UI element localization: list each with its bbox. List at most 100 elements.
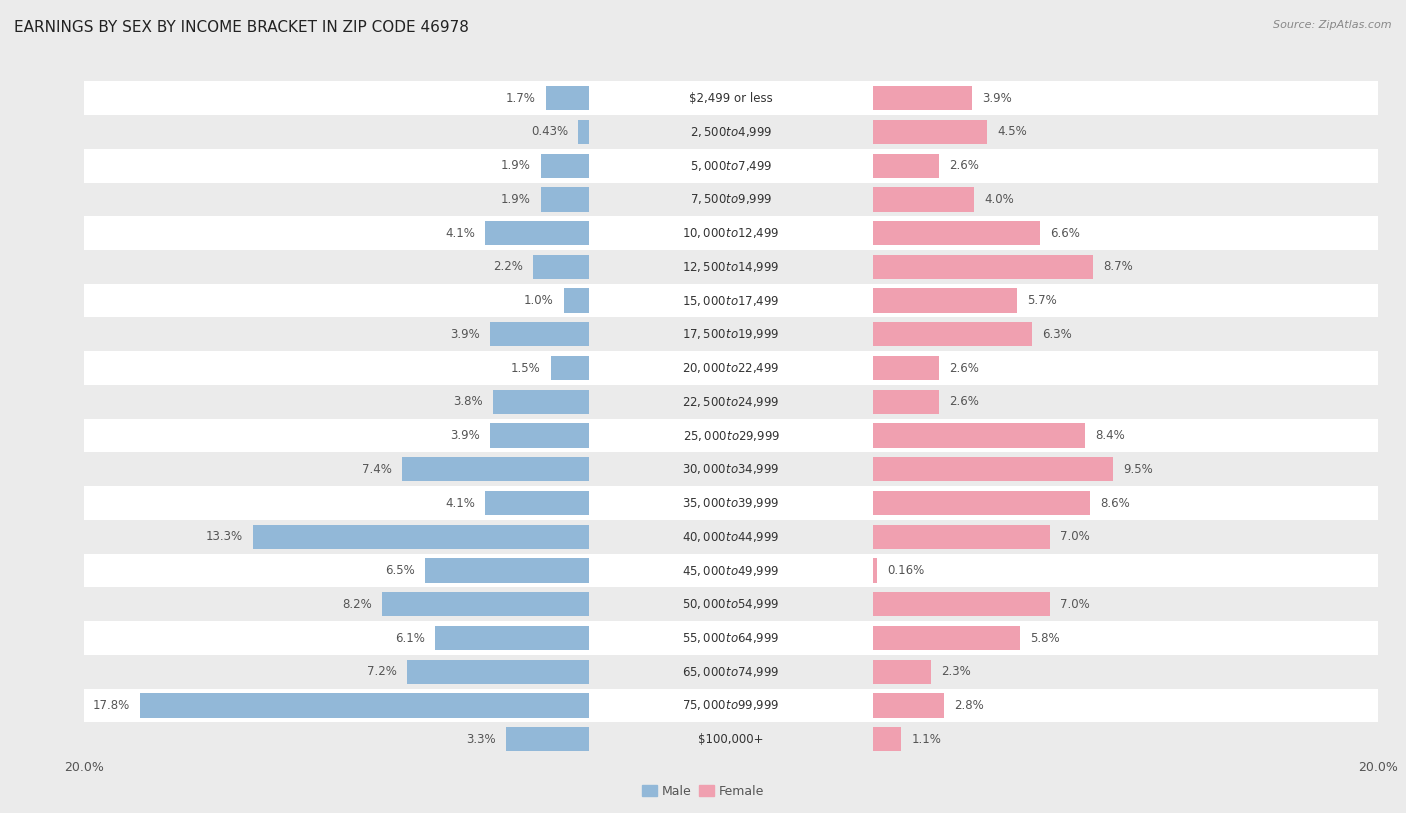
Text: 2.6%: 2.6% (949, 362, 979, 375)
Text: $35,000 to $39,999: $35,000 to $39,999 (682, 496, 780, 510)
Text: 2.6%: 2.6% (949, 159, 979, 172)
Bar (873, 154, 939, 178)
Bar (873, 727, 901, 751)
Text: $50,000 to $54,999: $50,000 to $54,999 (682, 598, 780, 611)
Bar (491, 322, 589, 346)
Bar (84, 520, 589, 554)
Text: 7.0%: 7.0% (1060, 598, 1090, 611)
Bar (873, 520, 1378, 554)
Bar (485, 491, 589, 515)
Bar (589, 284, 873, 317)
Bar (402, 457, 589, 481)
Text: 3.3%: 3.3% (465, 733, 495, 746)
Bar (873, 385, 1378, 419)
Bar (873, 524, 1050, 549)
Text: $55,000 to $64,999: $55,000 to $64,999 (682, 631, 780, 645)
Text: 2.3%: 2.3% (942, 665, 972, 678)
Text: $17,500 to $19,999: $17,500 to $19,999 (682, 328, 780, 341)
Bar (873, 592, 1050, 616)
Bar (873, 221, 1040, 246)
Text: $5,000 to $7,499: $5,000 to $7,499 (690, 159, 772, 172)
Bar (873, 317, 1378, 351)
Bar (434, 626, 589, 650)
Bar (589, 351, 873, 385)
Bar (873, 289, 1017, 313)
Bar (589, 115, 873, 149)
Bar (873, 689, 1378, 723)
Text: 1.1%: 1.1% (911, 733, 941, 746)
Bar (873, 187, 974, 211)
Bar (873, 81, 1378, 115)
Bar (589, 621, 873, 655)
Text: 8.7%: 8.7% (1102, 260, 1133, 273)
Text: 7.0%: 7.0% (1060, 530, 1090, 543)
Bar (873, 254, 1092, 279)
Bar (425, 559, 589, 583)
Bar (589, 655, 873, 689)
Bar (546, 86, 589, 111)
Text: 17.8%: 17.8% (93, 699, 129, 712)
Text: 7.2%: 7.2% (367, 665, 396, 678)
Text: 3.8%: 3.8% (453, 395, 482, 408)
Text: 6.5%: 6.5% (385, 564, 415, 577)
Bar (873, 659, 931, 684)
Bar (84, 182, 589, 216)
Text: 4.0%: 4.0% (984, 193, 1014, 206)
Bar (84, 385, 589, 419)
Bar (589, 689, 873, 723)
Bar (506, 727, 589, 751)
Text: 1.0%: 1.0% (524, 294, 554, 307)
Bar (589, 723, 873, 756)
Text: $10,000 to $12,499: $10,000 to $12,499 (682, 226, 780, 240)
Bar (873, 626, 1019, 650)
Bar (84, 81, 589, 115)
Bar (589, 587, 873, 621)
Text: 0.16%: 0.16% (887, 564, 925, 577)
Text: $30,000 to $34,999: $30,000 to $34,999 (682, 463, 780, 476)
Bar (873, 452, 1378, 486)
Bar (84, 351, 589, 385)
Bar (84, 587, 589, 621)
Bar (873, 655, 1378, 689)
Bar (84, 452, 589, 486)
Bar (873, 693, 943, 718)
Bar (541, 187, 589, 211)
Text: 3.9%: 3.9% (981, 92, 1012, 105)
Text: 8.4%: 8.4% (1095, 429, 1125, 442)
Bar (873, 419, 1378, 452)
Text: 5.8%: 5.8% (1029, 632, 1059, 645)
Text: 4.1%: 4.1% (446, 227, 475, 240)
Text: 6.1%: 6.1% (395, 632, 425, 645)
Text: 6.3%: 6.3% (1042, 328, 1073, 341)
Bar (873, 486, 1378, 520)
Bar (84, 689, 589, 723)
Bar (84, 723, 589, 756)
Bar (84, 216, 589, 250)
Text: 9.5%: 9.5% (1123, 463, 1153, 476)
Bar (873, 149, 1378, 182)
Bar (873, 559, 877, 583)
Bar (84, 419, 589, 452)
Text: 5.7%: 5.7% (1028, 294, 1057, 307)
Bar (589, 216, 873, 250)
Bar (589, 486, 873, 520)
Bar (408, 659, 589, 684)
Text: $7,500 to $9,999: $7,500 to $9,999 (690, 193, 772, 207)
Bar (139, 693, 589, 718)
Bar (589, 419, 873, 452)
Text: $45,000 to $49,999: $45,000 to $49,999 (682, 563, 780, 577)
Text: $40,000 to $44,999: $40,000 to $44,999 (682, 530, 780, 544)
Bar (873, 356, 939, 380)
Text: $2,499 or less: $2,499 or less (689, 92, 773, 105)
Text: $65,000 to $74,999: $65,000 to $74,999 (682, 665, 780, 679)
Bar (84, 486, 589, 520)
Text: $20,000 to $22,499: $20,000 to $22,499 (682, 361, 780, 375)
Text: 1.7%: 1.7% (506, 92, 536, 105)
Text: 1.5%: 1.5% (512, 362, 541, 375)
Text: $12,500 to $14,999: $12,500 to $14,999 (682, 260, 780, 274)
Text: $2,500 to $4,999: $2,500 to $4,999 (690, 125, 772, 139)
Bar (873, 389, 939, 414)
Text: $25,000 to $29,999: $25,000 to $29,999 (682, 428, 780, 442)
Bar (873, 587, 1378, 621)
Bar (589, 452, 873, 486)
